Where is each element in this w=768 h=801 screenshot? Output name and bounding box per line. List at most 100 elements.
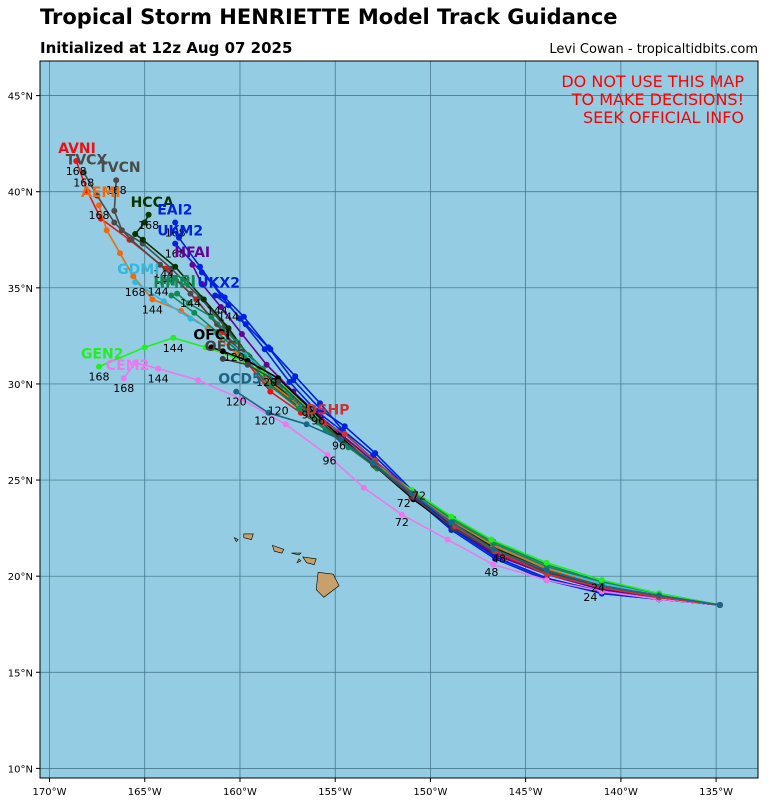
track-point	[305, 407, 312, 414]
y-tick-label: 20°N	[8, 572, 33, 583]
track-point	[96, 202, 102, 209]
model-label-ocd5: OCD5	[218, 372, 262, 388]
track-point	[275, 379, 282, 385]
hour-label: 96	[311, 414, 325, 427]
track-point	[185, 300, 192, 307]
track-point	[162, 265, 169, 272]
track-point	[320, 419, 327, 426]
track-point	[139, 236, 146, 243]
model-label-hcca: HCCA	[131, 195, 174, 211]
warning-line-2: TO MAKE DECISIONS!	[571, 90, 744, 109]
track-point	[141, 344, 148, 351]
island-4	[271, 544, 285, 554]
track-point	[212, 292, 219, 299]
track-line	[174, 243, 720, 606]
track-point	[296, 405, 302, 412]
track-point	[370, 452, 377, 459]
island-2	[302, 556, 317, 565]
model-label-eai2: EAI2	[157, 203, 192, 219]
track-point	[111, 219, 118, 226]
track-point	[444, 536, 451, 543]
x-tick-label: 165°W	[128, 787, 162, 798]
x-tick-label: 160°W	[223, 787, 257, 798]
hour-label: 144	[153, 274, 174, 287]
hour-label: 24	[583, 591, 597, 604]
track-point	[170, 334, 177, 341]
track-point	[303, 421, 310, 428]
hour-label: 96	[332, 439, 346, 452]
hour-label: 168	[89, 209, 110, 222]
model-label-gdmi: GDMI	[117, 262, 159, 278]
hour-label: 120	[256, 376, 277, 389]
hour-label: 144	[207, 305, 228, 318]
model-label-tvcx: TVCX	[66, 153, 108, 169]
hour-label: 168	[66, 165, 87, 178]
track-point	[267, 382, 274, 389]
x-tick-label: 150°W	[413, 787, 447, 798]
track-point	[337, 436, 344, 443]
track-point	[242, 321, 249, 328]
track-point	[233, 388, 240, 395]
track-point	[172, 240, 179, 247]
y-tick-label: 10°N	[8, 764, 33, 775]
hour-label: 120	[224, 351, 245, 364]
track-point	[160, 298, 167, 305]
track-point	[172, 263, 179, 270]
track-point	[128, 236, 135, 243]
hour-label: 24	[591, 582, 605, 595]
hawaiian-islands	[233, 533, 340, 598]
model-label-avni: AVNI	[58, 141, 96, 157]
hour-label: 48	[484, 566, 498, 579]
track-point	[217, 304, 224, 310]
island-6	[233, 537, 239, 543]
track-point	[240, 313, 247, 320]
track-point	[448, 513, 455, 520]
model-label-ofcl: OFCL	[205, 339, 246, 355]
hour-label: 120	[254, 414, 275, 427]
track-point	[490, 561, 497, 568]
track-point	[398, 511, 405, 518]
model-label-ukm2: UKM2	[157, 224, 203, 240]
track-point	[168, 292, 175, 299]
map-frame	[39, 60, 759, 779]
warning-box: DO NOT USE THIS MAP TO MAKE DECISIONS! S…	[561, 72, 744, 127]
track-point	[189, 261, 196, 268]
track-point	[656, 592, 662, 599]
track-point	[195, 377, 202, 384]
track-point	[341, 430, 348, 437]
track-point	[132, 279, 139, 286]
track-point	[176, 234, 182, 241]
hour-label: 72	[412, 489, 426, 502]
y-tick-label: 40°N	[8, 188, 33, 199]
hour-label: 168	[113, 382, 134, 395]
track-point	[94, 192, 101, 199]
track-point	[111, 207, 118, 214]
x-tick-label: 140°W	[604, 787, 638, 798]
x-tick-label: 155°W	[318, 787, 352, 798]
track-point	[113, 177, 120, 184]
track-point	[118, 227, 125, 234]
track-point	[225, 325, 232, 332]
y-tick-label: 35°N	[8, 284, 33, 295]
hour-label: 144	[163, 342, 184, 355]
model-label-cem2: CEM2	[106, 358, 150, 374]
hour-label: 168	[106, 184, 127, 197]
track-point	[598, 577, 605, 583]
track-point	[324, 452, 331, 459]
hour-label: 168	[89, 371, 110, 384]
x-tick-label: 145°W	[509, 787, 543, 798]
hour-label: 48	[492, 553, 506, 566]
hour-label: 72	[395, 516, 409, 529]
x-tick-label: 135°W	[699, 787, 733, 798]
y-tick-label: 15°N	[8, 668, 33, 679]
x-tick-label: 170°W	[33, 787, 67, 798]
track-point	[155, 365, 162, 372]
track-point	[263, 361, 270, 368]
hour-label: 96	[302, 409, 316, 422]
model-label-dshp: DSHP	[306, 402, 350, 418]
track-point	[543, 567, 550, 574]
model-label-ofci: OFCI	[193, 327, 230, 343]
track-point	[191, 309, 198, 316]
